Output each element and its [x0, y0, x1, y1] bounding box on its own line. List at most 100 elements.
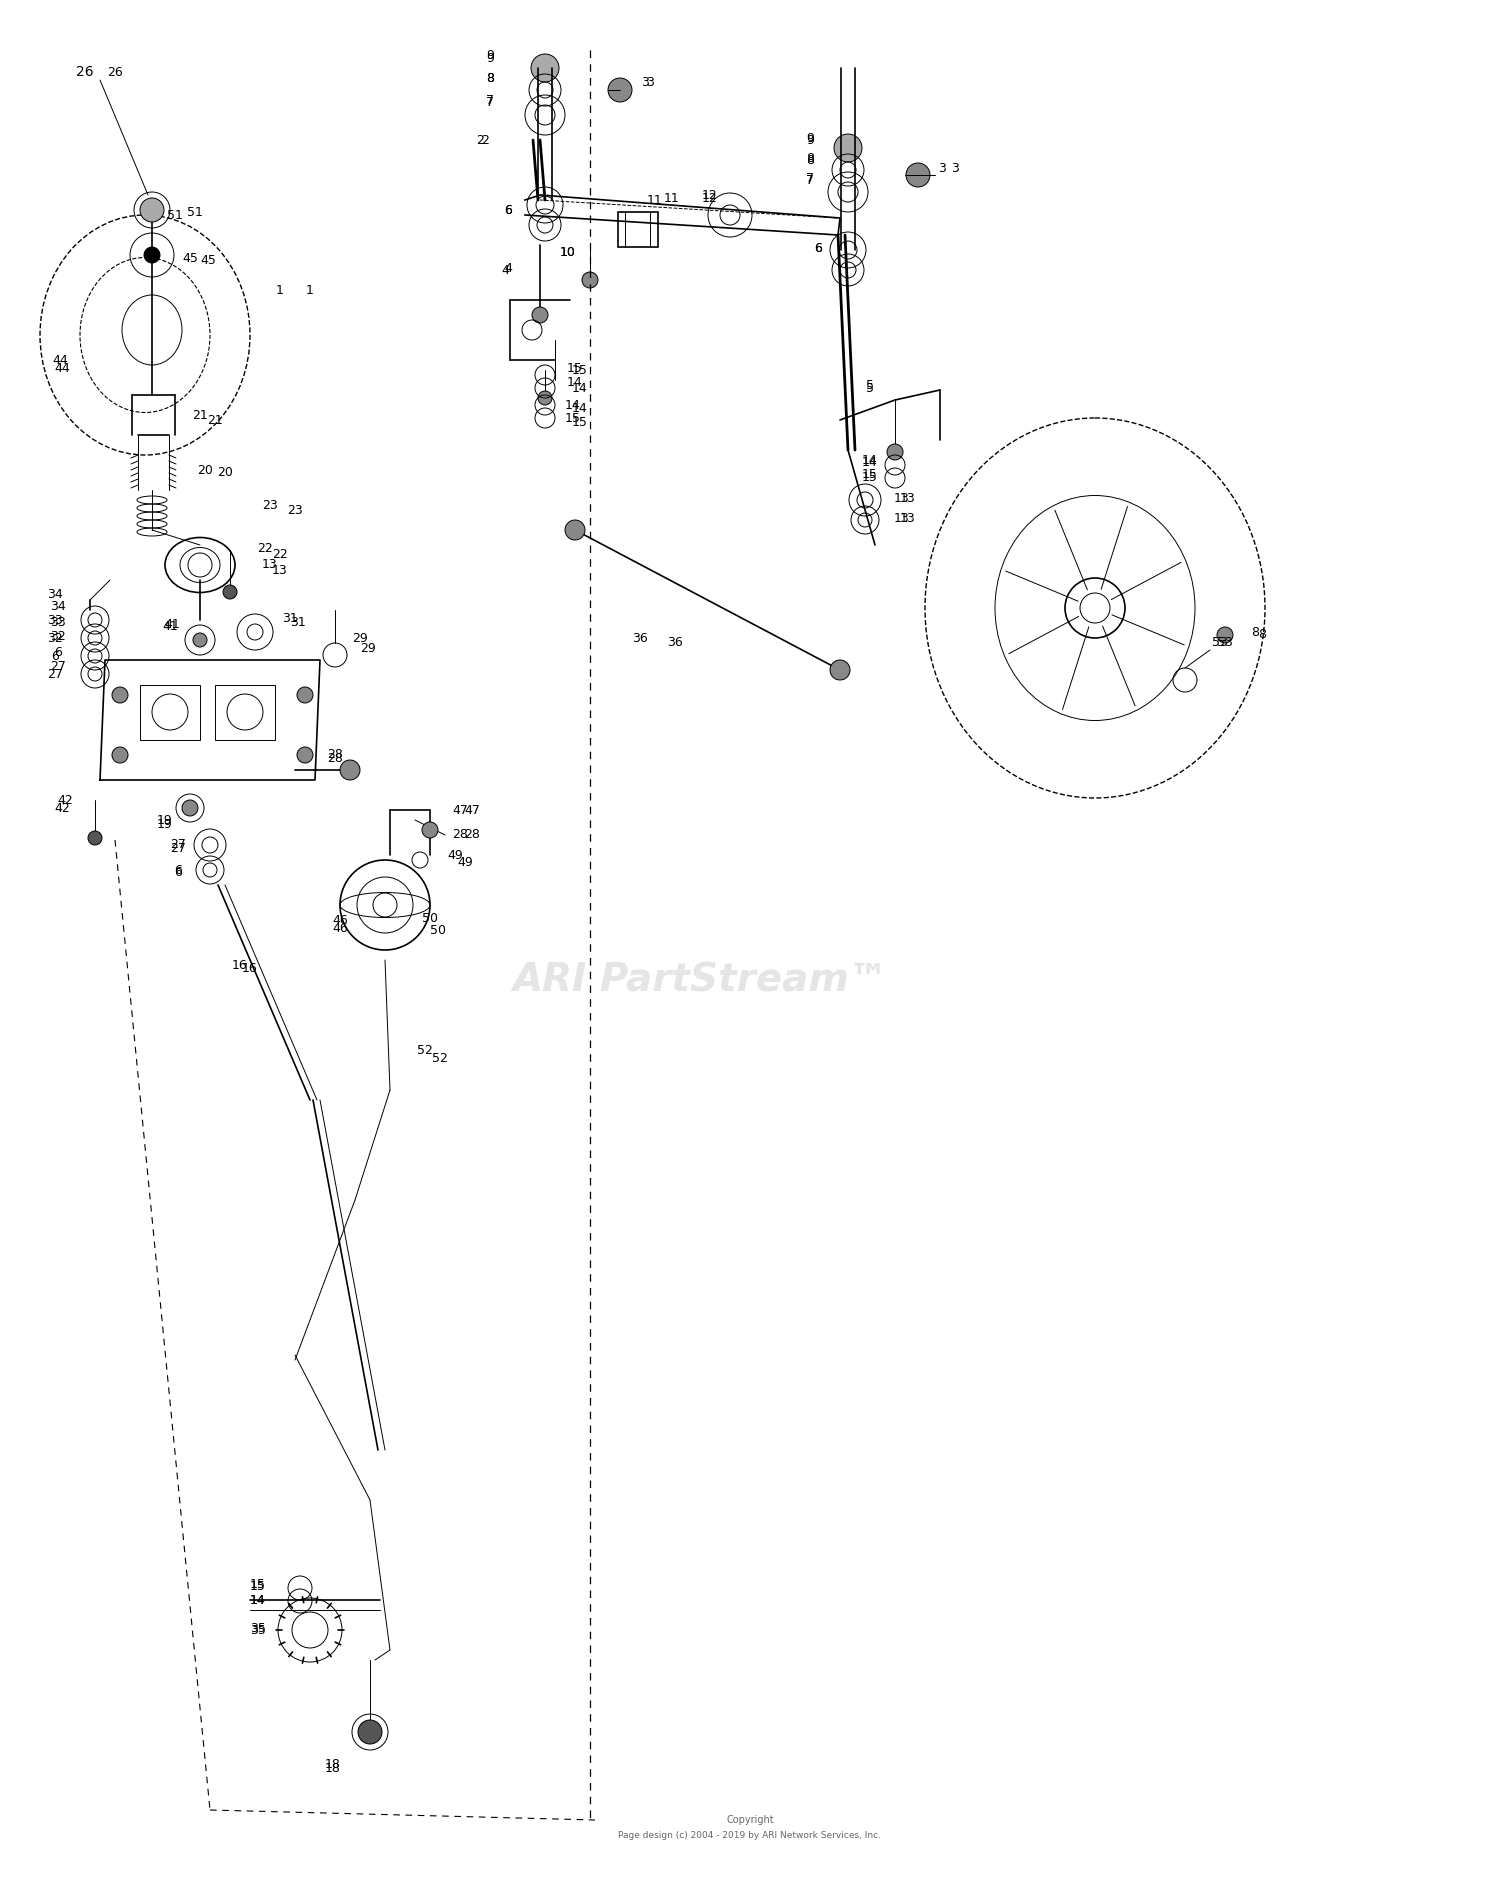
Text: 5: 5 [865, 379, 874, 392]
Text: 8: 8 [486, 71, 494, 84]
Circle shape [88, 832, 102, 845]
Text: 8: 8 [486, 71, 494, 84]
Text: 2: 2 [476, 133, 484, 146]
Text: 12: 12 [702, 191, 718, 205]
Text: 8: 8 [806, 154, 814, 167]
Text: 47: 47 [452, 803, 468, 816]
Circle shape [297, 687, 314, 704]
Text: 36: 36 [632, 631, 648, 644]
Text: 29: 29 [352, 631, 368, 644]
Text: 31: 31 [282, 612, 298, 625]
Text: 22: 22 [256, 541, 273, 554]
Text: 6: 6 [504, 203, 512, 216]
Text: 36: 36 [668, 636, 682, 648]
Text: 1: 1 [276, 283, 284, 297]
Circle shape [834, 133, 862, 161]
Text: 6: 6 [54, 646, 62, 659]
Circle shape [112, 747, 128, 762]
Text: 13: 13 [894, 492, 910, 505]
Circle shape [194, 633, 207, 648]
Circle shape [374, 893, 398, 918]
Text: 15: 15 [567, 362, 584, 375]
Text: 44: 44 [53, 353, 68, 366]
Text: 41: 41 [164, 619, 180, 631]
Text: 47: 47 [464, 803, 480, 816]
Text: 6: 6 [815, 242, 822, 255]
Text: 14: 14 [862, 456, 877, 469]
Bar [618, 212, 658, 248]
Text: 14: 14 [572, 402, 588, 415]
Text: 15: 15 [566, 411, 580, 424]
Bar [140, 685, 200, 740]
Text: 28: 28 [452, 828, 468, 841]
Text: 27: 27 [50, 661, 66, 674]
Circle shape [340, 760, 360, 781]
Text: 3: 3 [938, 161, 946, 175]
Circle shape [1216, 627, 1233, 644]
Text: 11: 11 [646, 193, 663, 206]
Text: 7: 7 [806, 173, 814, 186]
Text: 14: 14 [567, 375, 584, 389]
Text: 6: 6 [174, 863, 182, 877]
Text: 33: 33 [46, 614, 63, 627]
Text: 10: 10 [560, 246, 576, 259]
Text: 13: 13 [900, 512, 916, 524]
Text: 49: 49 [447, 848, 464, 862]
Circle shape [112, 687, 128, 704]
Text: 20: 20 [217, 465, 232, 479]
Text: 6: 6 [51, 649, 58, 663]
Text: 53: 53 [1212, 636, 1228, 648]
Circle shape [538, 390, 552, 405]
Text: Copyright: Copyright [726, 1815, 774, 1824]
Text: 34: 34 [50, 601, 66, 614]
Circle shape [1080, 593, 1110, 623]
Polygon shape [525, 195, 840, 235]
Text: 4: 4 [504, 261, 512, 274]
Circle shape [140, 197, 164, 221]
Text: 33: 33 [50, 616, 66, 629]
Text: 11: 11 [664, 191, 680, 205]
Text: 7: 7 [486, 94, 494, 107]
Text: 21: 21 [207, 413, 224, 426]
Text: 51: 51 [166, 208, 183, 221]
Circle shape [608, 79, 631, 101]
Text: 6: 6 [815, 242, 822, 255]
Text: 23: 23 [262, 499, 278, 512]
Text: 46: 46 [332, 922, 348, 935]
Text: 29: 29 [360, 642, 376, 655]
Text: 1: 1 [306, 283, 314, 297]
Text: 9: 9 [806, 133, 814, 146]
Circle shape [566, 520, 585, 541]
Text: 44: 44 [54, 362, 70, 375]
Circle shape [224, 586, 237, 599]
Text: 28: 28 [327, 749, 344, 762]
Text: 46: 46 [332, 914, 348, 927]
Text: 9: 9 [806, 131, 814, 145]
Circle shape [582, 272, 598, 287]
Text: 8: 8 [1258, 629, 1266, 642]
Text: 18: 18 [326, 1761, 340, 1774]
Text: 7: 7 [486, 96, 494, 109]
Text: 13: 13 [894, 512, 910, 524]
Circle shape [144, 248, 160, 263]
Text: 9: 9 [486, 49, 494, 62]
Text: 8: 8 [1251, 627, 1258, 640]
Text: 14: 14 [251, 1594, 266, 1607]
Text: 22: 22 [272, 548, 288, 561]
Text: 27: 27 [46, 668, 63, 681]
Text: 27: 27 [170, 841, 186, 854]
Text: 52: 52 [432, 1051, 448, 1064]
Text: 19: 19 [158, 818, 172, 832]
Text: 15: 15 [572, 415, 588, 428]
Text: 13: 13 [262, 559, 278, 571]
Text: 42: 42 [57, 794, 74, 807]
Polygon shape [100, 661, 320, 781]
Text: 21: 21 [192, 409, 208, 422]
Circle shape [188, 554, 211, 576]
Text: 16: 16 [242, 961, 258, 974]
Bar [214, 685, 274, 740]
Text: 31: 31 [290, 616, 306, 629]
Circle shape [297, 747, 314, 762]
Text: 9: 9 [486, 51, 494, 64]
Circle shape [531, 54, 560, 83]
